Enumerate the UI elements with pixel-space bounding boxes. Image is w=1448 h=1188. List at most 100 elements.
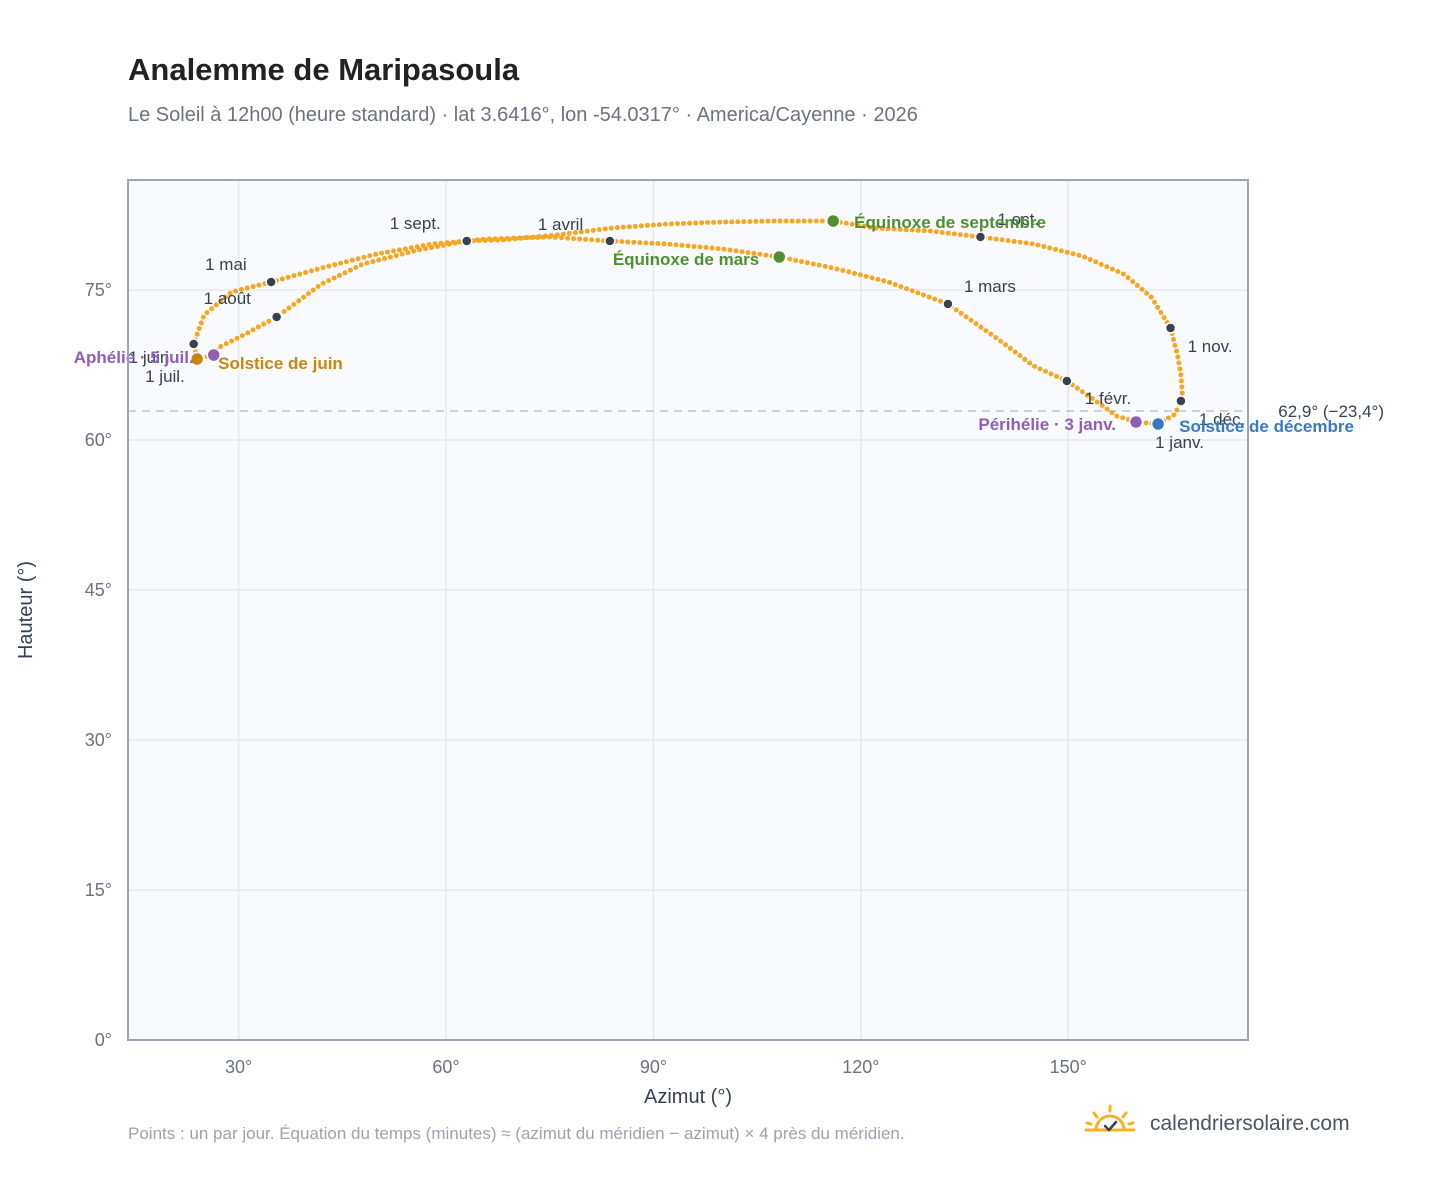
day-point	[1087, 257, 1093, 263]
day-point	[849, 221, 855, 227]
day-point	[577, 236, 583, 242]
day-point	[1178, 378, 1184, 384]
month-label: 1 janv.	[1155, 433, 1204, 452]
x-tick-label: 30°	[225, 1057, 252, 1077]
day-point	[1179, 390, 1185, 396]
day-point	[234, 335, 240, 341]
y-tick-label: 60°	[85, 430, 112, 450]
day-point	[667, 241, 673, 247]
event-label: Aphélie · 5 juil.	[74, 348, 194, 367]
day-point	[926, 294, 932, 300]
day-point	[218, 298, 224, 304]
day-point	[875, 276, 881, 282]
day-point	[516, 235, 522, 241]
month-point	[974, 231, 987, 243]
day-point	[337, 272, 343, 278]
day-point	[801, 218, 807, 224]
day-point	[1082, 254, 1088, 260]
day-point	[1099, 403, 1105, 409]
day-point	[194, 331, 200, 337]
day-point	[320, 265, 326, 271]
day-point	[745, 250, 751, 256]
day-point	[361, 254, 367, 260]
day-point	[998, 338, 1004, 344]
day-point	[1155, 304, 1161, 310]
plot-background	[128, 180, 1248, 1040]
day-point	[751, 250, 757, 256]
day-point	[816, 262, 822, 268]
day-point	[887, 279, 893, 285]
month-point	[1061, 375, 1073, 387]
plot-frame	[127, 179, 1249, 1041]
day-point	[703, 245, 709, 251]
day-point	[590, 227, 596, 233]
day-point	[572, 230, 578, 236]
day-point	[438, 240, 444, 246]
day-point	[834, 266, 840, 272]
day-point	[993, 236, 999, 242]
chart-title: Analemme de Maripasoula	[128, 52, 520, 87]
y-tick-labels: 0° 15° 30° 45° 60° 75°	[85, 280, 112, 1050]
day-point	[396, 247, 402, 253]
day-point	[855, 222, 861, 228]
day-point	[1176, 360, 1182, 366]
month-label: 1 juin	[129, 348, 170, 367]
month-point	[1175, 395, 1187, 407]
month-point	[461, 235, 473, 247]
day-point	[620, 224, 626, 230]
day-point	[301, 294, 307, 300]
day-point	[963, 314, 969, 320]
day-point	[723, 219, 729, 225]
day-point	[1048, 371, 1054, 377]
day-point	[303, 269, 309, 275]
day-point	[370, 259, 376, 265]
day-point	[540, 234, 546, 240]
day-point	[315, 284, 321, 290]
day-point	[705, 220, 711, 226]
day-point	[1041, 244, 1047, 250]
day-point	[583, 236, 589, 242]
day-point	[668, 221, 674, 227]
event-label: Périhélie · 3 janv.	[978, 415, 1116, 434]
day-point	[867, 224, 873, 230]
day-point	[261, 321, 267, 327]
x-tick-labels: 30° 60° 90° 120° 150°	[225, 1057, 1087, 1077]
day-point	[1074, 385, 1080, 391]
day-point	[973, 321, 979, 327]
day-point	[969, 233, 975, 239]
day-point	[1172, 342, 1178, 348]
day-point	[256, 282, 262, 288]
day-point	[266, 318, 272, 324]
day-point	[566, 230, 572, 236]
day-point	[353, 264, 359, 270]
day-point	[1094, 399, 1100, 405]
day-point	[1166, 415, 1172, 421]
day-point	[795, 218, 801, 224]
day-point	[1177, 366, 1183, 372]
day-point	[338, 260, 344, 266]
day-point	[869, 275, 875, 281]
brand[interactable]: calendriersolaire.com	[1082, 1104, 1350, 1144]
x-tick-label: 60°	[432, 1057, 459, 1077]
day-point	[1114, 413, 1120, 419]
day-point	[218, 344, 224, 350]
day-point	[402, 246, 408, 252]
day-point	[789, 218, 795, 224]
day-point	[1098, 261, 1104, 267]
day-point	[637, 240, 643, 246]
day-point	[492, 236, 498, 242]
day-point	[245, 330, 251, 336]
event-point	[1150, 416, 1166, 432]
day-point	[1064, 249, 1070, 255]
y-tick-label: 15°	[85, 880, 112, 900]
day-point	[1070, 251, 1076, 257]
day-point	[921, 228, 927, 234]
day-point	[662, 221, 668, 227]
day-point	[291, 273, 297, 279]
day-point	[679, 242, 685, 248]
day-point	[892, 282, 898, 288]
day-point	[1035, 242, 1041, 248]
footnote: Points : un par jour. Équation du temps …	[128, 1124, 905, 1143]
day-point	[757, 251, 763, 257]
day-point	[285, 274, 291, 280]
